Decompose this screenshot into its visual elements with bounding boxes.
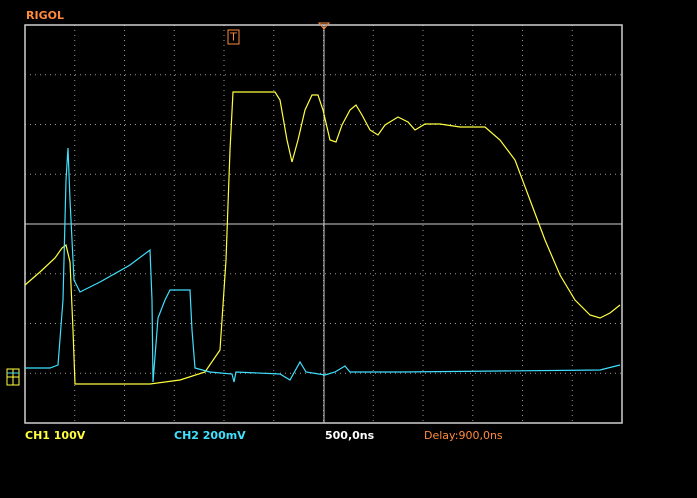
- timebase: 500,0ns: [325, 429, 375, 442]
- trigger-position: [317, 22, 331, 30]
- trigger-marker-box: [227, 29, 240, 45]
- ch1-ground-marker: [6, 368, 20, 386]
- ch2-scale: CH2 200mV: [174, 429, 246, 442]
- brand: RIGOL: [26, 9, 64, 22]
- ch2-trace: [25, 147, 621, 383]
- delay: Delay:900,0ns: [424, 429, 503, 442]
- trigger-marker: T: [229, 31, 237, 44]
- ch1-scale: CH1 100V: [25, 429, 86, 442]
- ch1-trace: [24, 91, 621, 385]
